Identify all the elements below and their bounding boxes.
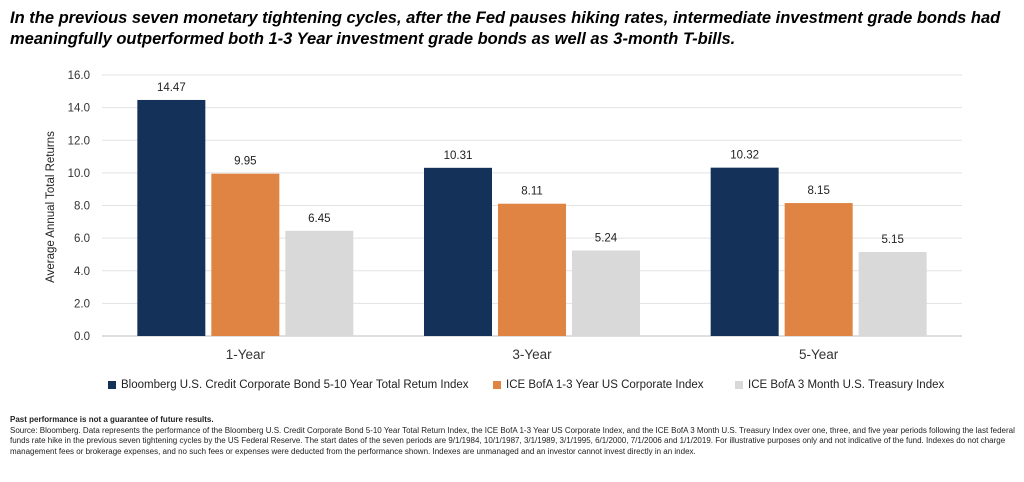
legend-swatch-ice-1-3-year [493, 381, 501, 389]
bar [498, 203, 566, 336]
data-label: 10.31 [444, 150, 473, 162]
y-tick-label: 6.0 [74, 233, 90, 245]
legend-item-ice-3-month: ICE BofA 3 Month U.S. Treasury Index [735, 379, 944, 391]
bar [285, 230, 354, 336]
legend-swatch-ice-3-month [735, 381, 743, 389]
y-tick-label: 12.0 [68, 135, 90, 147]
y-tick-label: 10.0 [68, 168, 90, 180]
data-label: 8.11 [521, 186, 543, 198]
bar [211, 173, 280, 336]
legend-item-ice-1-3-year: ICE BofA 1-3 Year US Corporate Index [493, 379, 704, 391]
footnote: Past performance is not a guarantee of f… [10, 415, 1015, 457]
data-label: 10.32 [730, 150, 759, 162]
bar [572, 250, 640, 336]
chart-legend: Bloomberg U.S. Credit Corporate Bond 5-1… [108, 379, 968, 397]
y-tick-label: 2.0 [74, 298, 90, 310]
bar [784, 203, 853, 336]
legend-label-ice-1-3-year: ICE BofA 1-3 Year US Corporate Index [506, 379, 704, 391]
legend-swatch-bloomberg-credit [108, 381, 116, 389]
legend-item-bloomberg-credit: Bloomberg U.S. Credit Corporate Bond 5-1… [108, 379, 469, 391]
data-label: 5.24 [595, 233, 618, 245]
bars [137, 99, 927, 336]
data-label: 14.47 [157, 82, 186, 94]
y-tick-label: 14.0 [68, 103, 90, 115]
legend-label-bloomberg-credit: Bloomberg U.S. Credit Corporate Bond 5-1… [121, 379, 469, 391]
bar [137, 99, 206, 336]
data-labels: 14.47 9.95 6.45 10.31 8.11 5.24 10.32 8.15 5.15 [157, 82, 904, 246]
data-label: 9.95 [234, 156, 256, 168]
y-tick-label: 16.0 [68, 70, 90, 82]
x-tick-label: 1-Year [226, 347, 266, 362]
y-tick-label: 0.0 [74, 331, 90, 343]
bar [710, 167, 779, 336]
chart-headline: In the previous seven monetary tightenin… [10, 9, 1001, 48]
bar [424, 167, 492, 336]
data-label: 5.15 [881, 234, 903, 246]
bar [858, 251, 927, 336]
x-axis-ticks: 1-Year 3-Year 5-Year [226, 347, 839, 362]
x-tick-label: 5-Year [799, 347, 839, 362]
source-note: Source: Bloomberg. Data represents the p… [10, 425, 1015, 456]
data-label: 8.15 [807, 185, 829, 197]
y-axis-ticks: 0.0 2.0 4.0 6.0 8.0 10.0 12.0 14.0 16.0 [68, 70, 90, 343]
data-label: 6.45 [308, 213, 330, 225]
legend-label-ice-3-month: ICE BofA 3 Month U.S. Treasury Index [748, 379, 945, 391]
performance-disclaimer: Past performance is not a guarantee of f… [10, 415, 214, 424]
x-tick-label: 3-Year [512, 347, 552, 362]
y-tick-label: 4.0 [74, 266, 90, 278]
y-tick-label: 8.0 [74, 201, 90, 213]
y-axis-title: Average Annual Total Returns [45, 131, 57, 283]
